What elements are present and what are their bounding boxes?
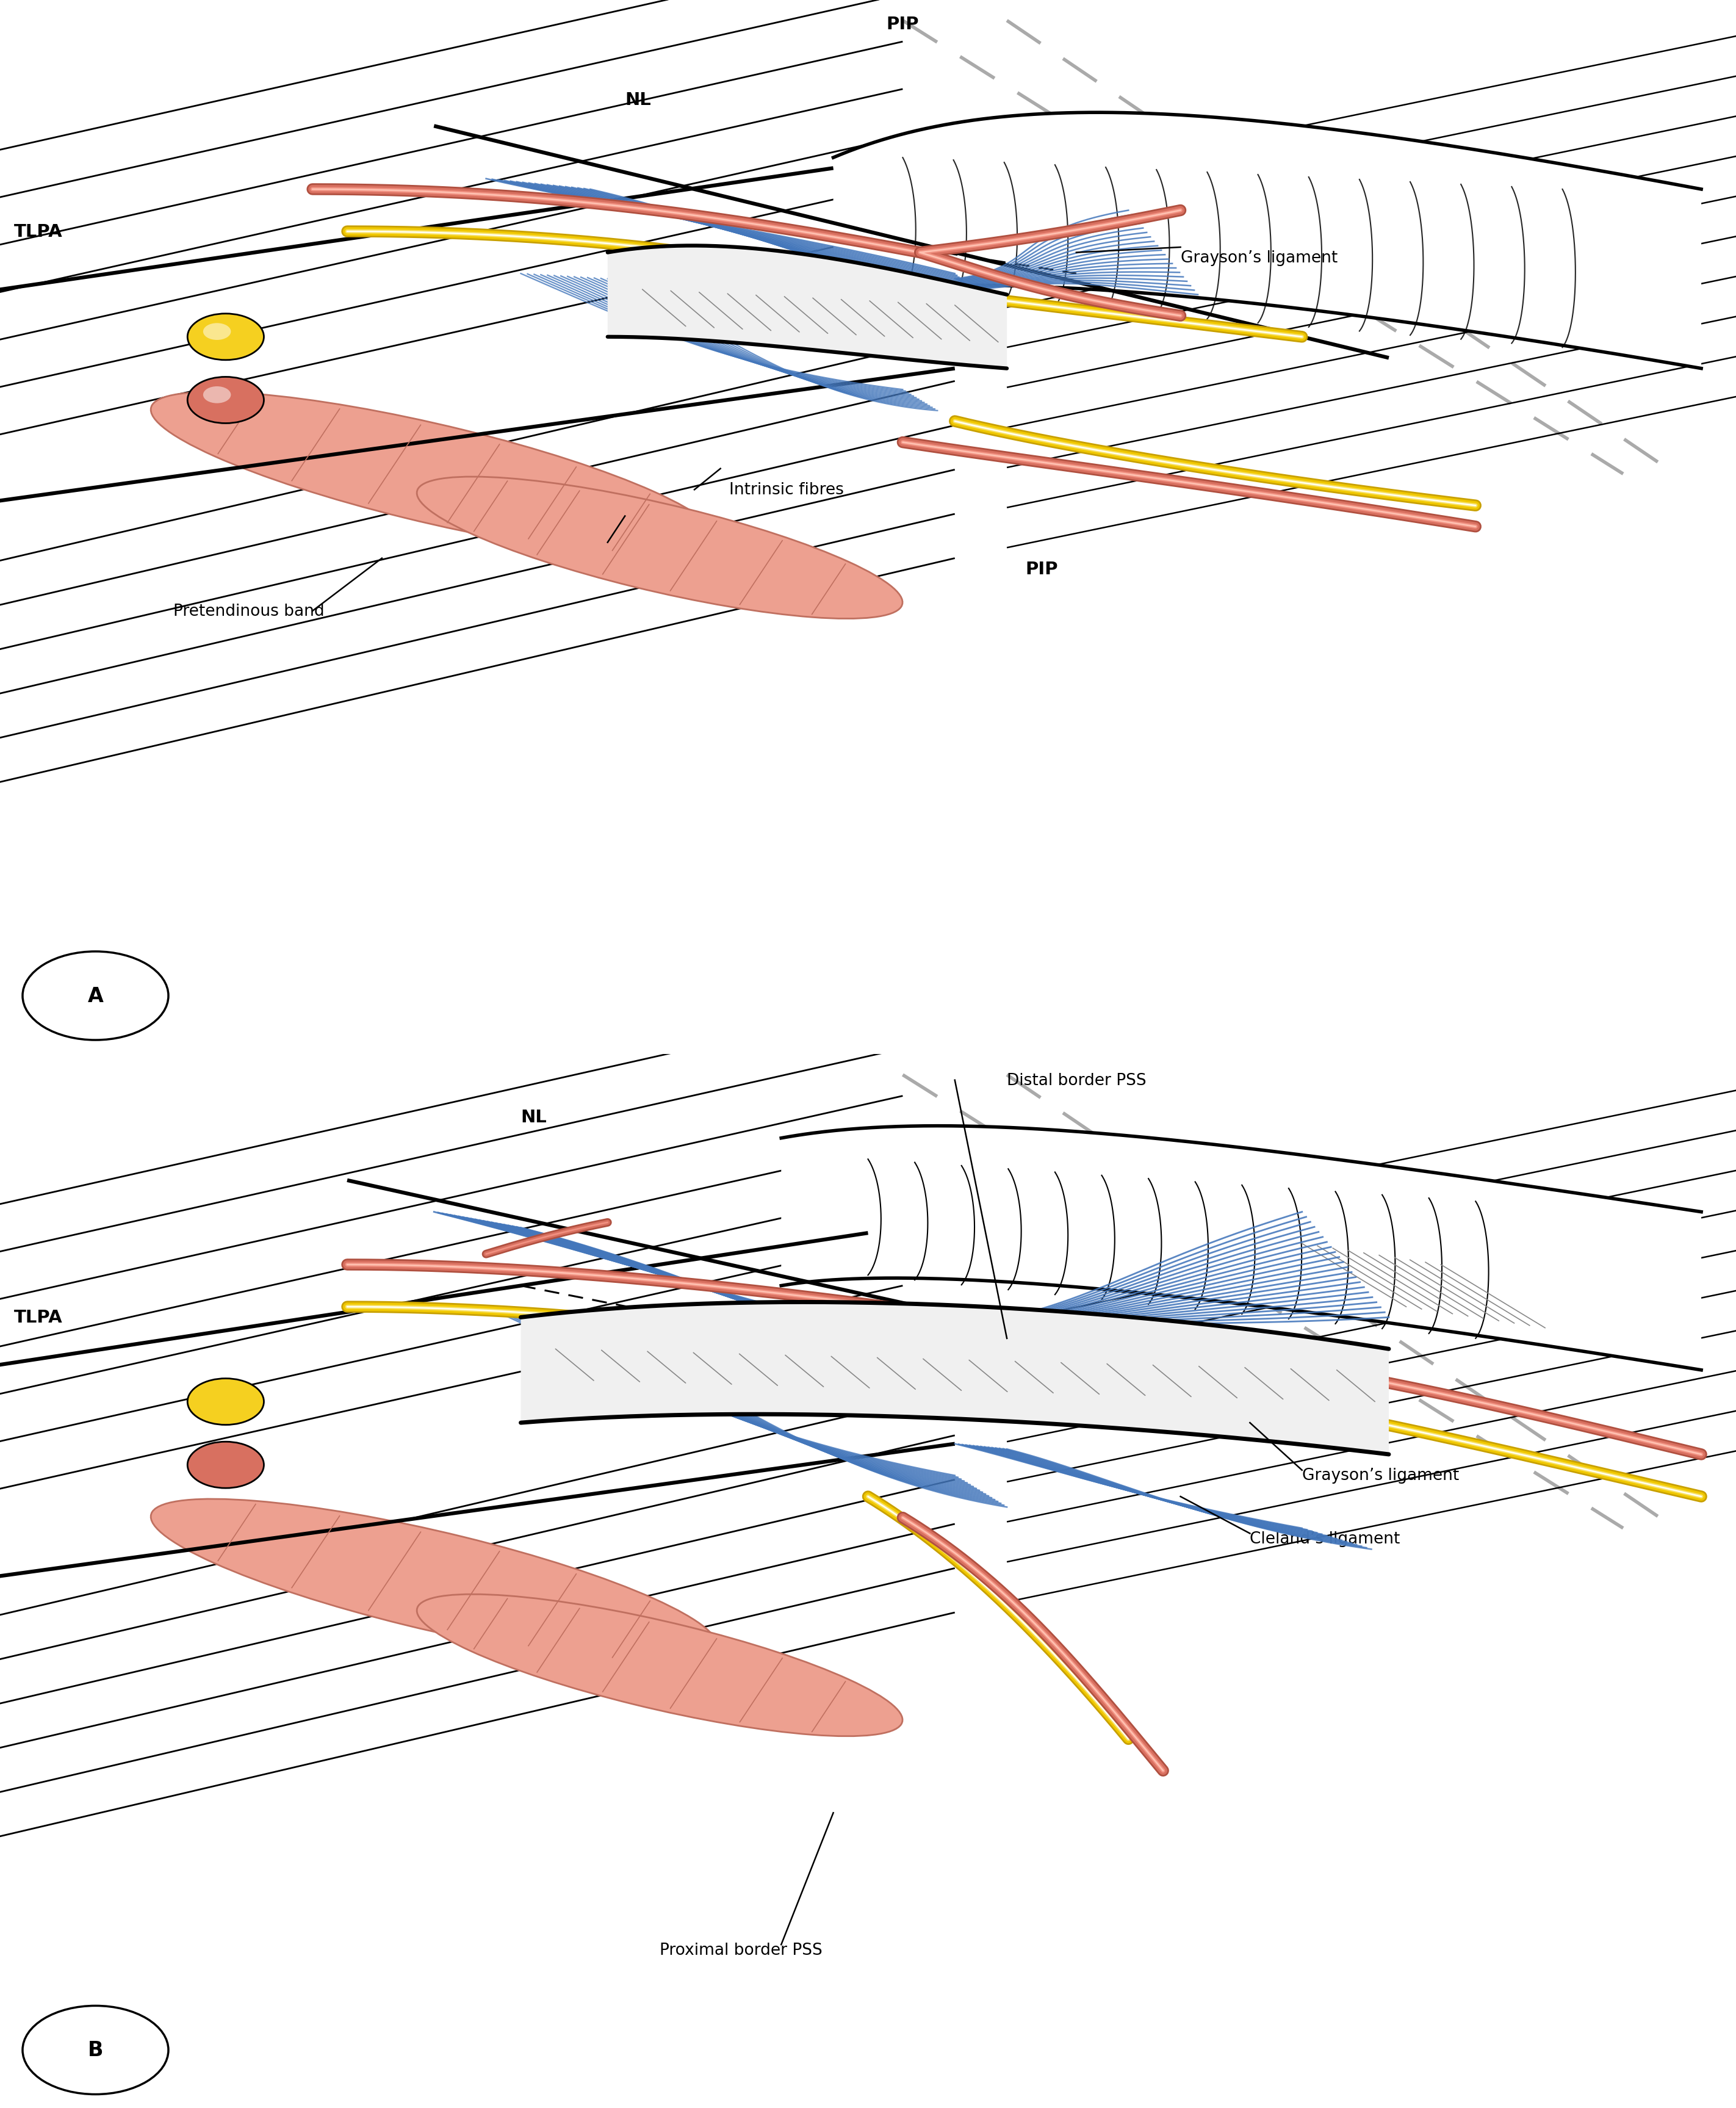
Text: Proximal border PSS: Proximal border PSS (660, 1941, 823, 1958)
Ellipse shape (417, 1594, 903, 1737)
Text: PIP: PIP (1026, 561, 1057, 578)
Circle shape (23, 951, 168, 1041)
Circle shape (187, 314, 264, 360)
Circle shape (203, 323, 231, 339)
Circle shape (187, 1442, 264, 1488)
Circle shape (187, 1379, 264, 1425)
Text: PIP: PIP (887, 15, 918, 34)
Circle shape (187, 377, 264, 424)
Circle shape (203, 386, 231, 403)
Text: TLPA: TLPA (14, 1309, 62, 1326)
Text: TLPA: TLPA (14, 223, 62, 240)
Circle shape (23, 2007, 168, 2095)
Polygon shape (521, 1303, 1389, 1455)
Text: Pretendinous band: Pretendinous band (174, 603, 325, 620)
Text: Intrinsic fibres: Intrinsic fibres (729, 483, 844, 497)
Ellipse shape (417, 476, 903, 620)
Text: Intrinsic muscle: Intrinsic muscle (608, 535, 734, 550)
Text: Grayson’s ligament: Grayson’s ligament (1180, 251, 1337, 266)
Text: Distal border PSS: Distal border PSS (1007, 1073, 1146, 1088)
Text: NL: NL (625, 91, 651, 110)
Text: Cleland’s ligament: Cleland’s ligament (1250, 1530, 1401, 1547)
Polygon shape (833, 114, 1701, 369)
Text: B: B (89, 2041, 102, 2060)
Polygon shape (608, 247, 1007, 369)
Polygon shape (781, 1126, 1701, 1370)
Text: Grayson’s ligament: Grayson’s ligament (1302, 1467, 1458, 1484)
Text: A: A (87, 987, 104, 1006)
Ellipse shape (151, 1499, 717, 1663)
Ellipse shape (151, 392, 717, 557)
Text: NL: NL (521, 1109, 547, 1126)
